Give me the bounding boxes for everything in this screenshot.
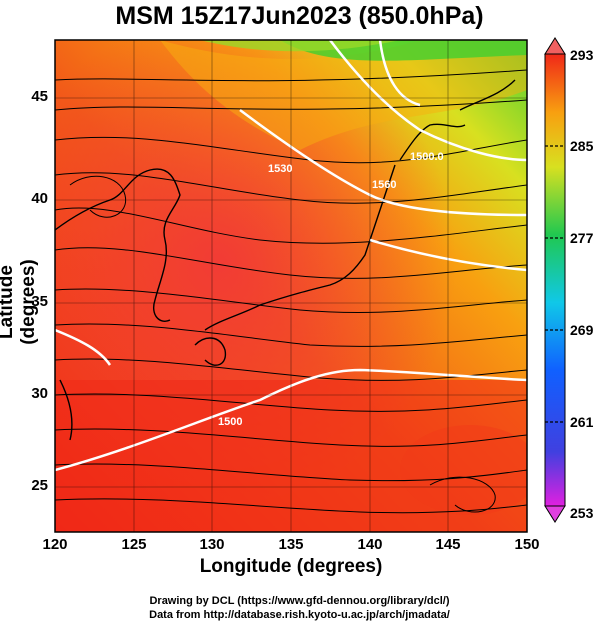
y-tick-label: 30	[31, 385, 48, 402]
y-tick-label: 40	[31, 190, 48, 207]
y-tick-label: 25	[31, 477, 48, 494]
x-tick-label: 135	[278, 536, 304, 553]
colorbar-tick-label: 261	[570, 414, 594, 430]
credit-data: Data from http://database.rish.kyoto-u.a…	[149, 609, 450, 621]
x-tick-label: 145	[435, 536, 461, 553]
contour-label: 1560	[372, 179, 396, 191]
x-axis-label: Longitude (degrees)	[199, 556, 383, 577]
temperature-field	[55, 40, 527, 532]
map-title: MSM 15Z17Jun2023 (850.0hPa)	[115, 2, 484, 30]
x-tick-label: 130	[199, 536, 225, 553]
x-tick-label: 125	[121, 536, 147, 553]
y-tick-label: 45	[31, 88, 48, 105]
contour-labels: 1500 1530 1560 1500.0	[218, 151, 444, 428]
y-tick-label: 35	[31, 293, 48, 310]
x-tick-label: 150	[514, 536, 540, 553]
colorbar-tick-label: 277	[570, 230, 594, 246]
contour-label: 1530	[268, 163, 292, 175]
credit-drawing: Drawing by DCL (https://www.gfd-dennou.o…	[149, 595, 450, 607]
colorbar	[544, 37, 566, 523]
colorbar-tick-label: 285	[570, 138, 594, 154]
colorbar-tick-label: 269	[570, 322, 594, 338]
x-tick-label: 140	[357, 536, 383, 553]
plot-frame	[54, 39, 528, 533]
x-tick-label: 120	[42, 536, 68, 553]
colorbar-tick-label: 293	[570, 47, 594, 63]
grid	[55, 40, 527, 532]
contour-label: 1500.0	[410, 151, 444, 163]
colorbar-tick-label: 253	[570, 505, 594, 521]
contour-label: 1500	[218, 416, 242, 428]
